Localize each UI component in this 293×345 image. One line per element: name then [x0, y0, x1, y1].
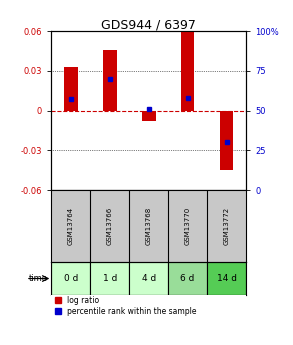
Text: 14 d: 14 d [217, 274, 237, 283]
Text: GSM13770: GSM13770 [185, 207, 191, 245]
Text: GSM13766: GSM13766 [107, 207, 113, 245]
Bar [207, 262, 246, 295]
Text: time: time [28, 274, 47, 283]
Text: GSM13764: GSM13764 [68, 207, 74, 245]
Legend: log ratio, percentile rank within the sample: log ratio, percentile rank within the sa… [55, 296, 197, 316]
Text: GSM13772: GSM13772 [224, 207, 230, 245]
Title: GDS944 / 6397: GDS944 / 6397 [101, 18, 196, 31]
Text: 1 d: 1 d [103, 274, 117, 283]
Text: 0 d: 0 d [64, 274, 78, 283]
Bar [142, 110, 156, 121]
Text: 4 d: 4 d [142, 274, 156, 283]
Bar [90, 262, 129, 295]
Text: 6 d: 6 d [180, 274, 195, 283]
Bar [168, 262, 207, 295]
Bar [51, 262, 90, 295]
Text: GSM13768: GSM13768 [146, 207, 152, 245]
Bar [103, 50, 117, 110]
Bar [220, 110, 234, 170]
Bar [181, 32, 195, 110]
Bar [129, 262, 168, 295]
Bar [64, 67, 78, 110]
